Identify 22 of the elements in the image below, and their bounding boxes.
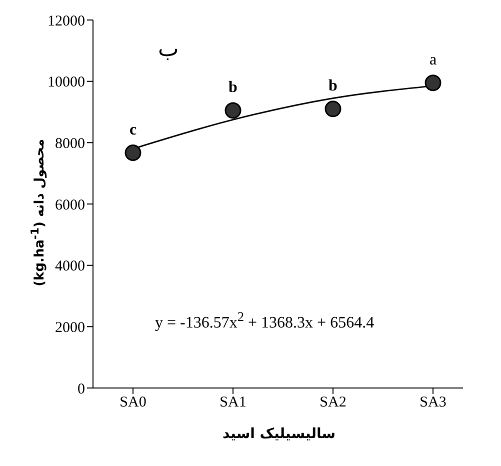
annotation: ب — [158, 36, 179, 62]
y-tick-label: 2000 — [55, 320, 85, 336]
y-tick-label: 12000 — [48, 13, 85, 30]
data-label: b — [228, 78, 238, 96]
point — [124, 144, 142, 162]
data-label: a — [429, 51, 437, 68]
point — [224, 102, 242, 119]
y-tick-label: 8000 — [55, 136, 85, 152]
point — [424, 74, 442, 92]
y-tick-label: 4000 — [55, 258, 85, 275]
x-tick-label: SA1 — [220, 394, 246, 411]
y-tick-label: 6000 — [55, 197, 85, 214]
data-label: c — [129, 121, 137, 138]
data-label: b — [328, 77, 338, 94]
y-tick-label: 10000 — [48, 74, 85, 91]
x-tick-label: SA3 — [420, 394, 446, 411]
y-tick-label: 0 — [78, 381, 85, 398]
x-axis-title: سالیسیلیک اسید — [222, 426, 336, 442]
x-tick-label: SA2 — [320, 394, 346, 411]
annotation: y = -136.57x$^{2}$ + 1368.3x + 6564.4 — [155, 309, 374, 332]
point — [324, 100, 342, 118]
x-tick-label: SA0 — [120, 394, 146, 411]
